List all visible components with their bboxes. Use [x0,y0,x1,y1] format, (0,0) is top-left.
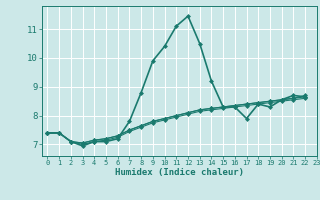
X-axis label: Humidex (Indice chaleur): Humidex (Indice chaleur) [115,168,244,177]
